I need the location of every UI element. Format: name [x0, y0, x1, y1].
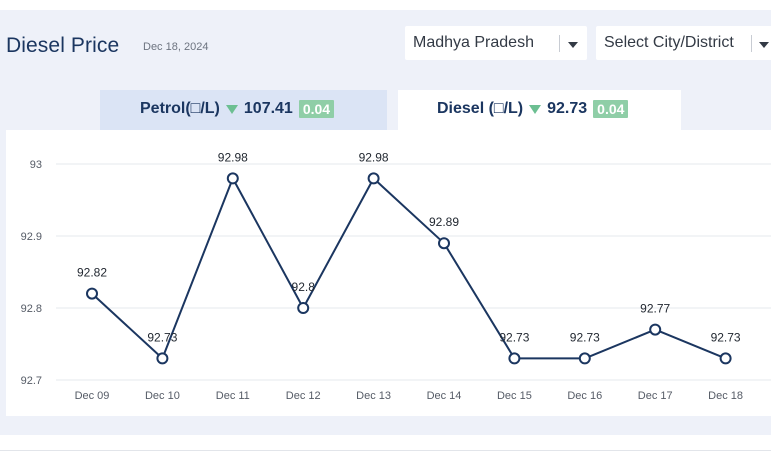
data-label: 92.77 [640, 302, 670, 316]
tab-petrol[interactable]: Petrol(□/L) 107.41 0.04 [100, 90, 387, 130]
tab-diesel-label: Diesel (□/L) [437, 100, 524, 117]
divider [0, 450, 771, 451]
price-date: Dec 18, 2024 [143, 41, 209, 53]
series-line [91, 177, 726, 360]
x-tick-label: Dec 14 [427, 390, 462, 402]
data-point [719, 352, 732, 365]
data-label: 92.82 [77, 266, 107, 280]
chevron-down-icon [759, 42, 769, 48]
state-select-value: Madhya Pradesh [413, 34, 534, 51]
select-divider [559, 35, 560, 52]
data-label: 92.98 [359, 150, 389, 164]
chevron-down-icon [568, 42, 578, 48]
y-tick-label: 92.7 [21, 375, 42, 387]
data-label: 92.98 [218, 150, 248, 164]
tab-petrol-change-badge: 0.04 [298, 100, 335, 118]
tab-diesel-change-badge: 0.04 [593, 100, 629, 118]
data-label: 92.73 [499, 330, 529, 344]
city-select-value: Select City/District [604, 34, 734, 51]
data-label: 92.73 [570, 330, 600, 344]
page-title: Diesel Price [6, 34, 120, 57]
tab-petrol-price: 107.41 [243, 100, 293, 117]
x-tick-label: Dec 18 [708, 390, 743, 402]
data-label: 92.73 [147, 330, 177, 344]
x-tick-label: Dec 12 [286, 390, 321, 402]
data-point [438, 237, 450, 250]
y-tick-label: 93 [30, 159, 42, 171]
data-point [578, 352, 591, 365]
state-select[interactable]: Madhya Pradesh [405, 26, 587, 60]
city-select[interactable]: Select City/District [596, 26, 771, 60]
data-point [367, 172, 380, 185]
price-down-icon [529, 104, 542, 114]
price-down-icon [225, 104, 238, 114]
tab-diesel-price: 92.73 [547, 100, 588, 117]
data-point [226, 172, 239, 185]
tab-petrol-label: Petrol(□/L) [140, 100, 220, 117]
x-tick-label: Dec 10 [145, 390, 180, 402]
select-divider [751, 35, 752, 52]
x-tick-label: Dec 17 [638, 390, 673, 402]
data-label: 92.8 [292, 280, 316, 294]
data-point [508, 352, 521, 365]
price-line-chart: 92.7 92.8 92.9 93 Dec 09 Dec 10 Dec 11 Dec 12 De… [21, 150, 771, 402]
price-chart-card: 92.7 92.8 92.9 93 Dec 09 Dec 10 Dec 11 Dec 12 De… [6, 130, 771, 416]
data-point [297, 302, 310, 314]
data-point [649, 323, 662, 336]
y-tick-label: 92.8 [21, 303, 42, 315]
tab-diesel[interactable]: Diesel (□/L) 92.73 0.04 [398, 90, 681, 130]
x-tick-label: Dec 16 [567, 390, 602, 402]
data-label: 92.73 [711, 330, 741, 344]
y-tick-label: 92.9 [21, 231, 42, 243]
x-tick-label: Dec 15 [497, 390, 532, 402]
x-tick-label: Dec 09 [75, 390, 110, 402]
x-tick-label: Dec 13 [356, 390, 391, 402]
x-tick-label: Dec 11 [216, 390, 250, 402]
data-point [156, 352, 169, 365]
data-label: 92.89 [429, 215, 459, 229]
data-point [86, 287, 98, 300]
